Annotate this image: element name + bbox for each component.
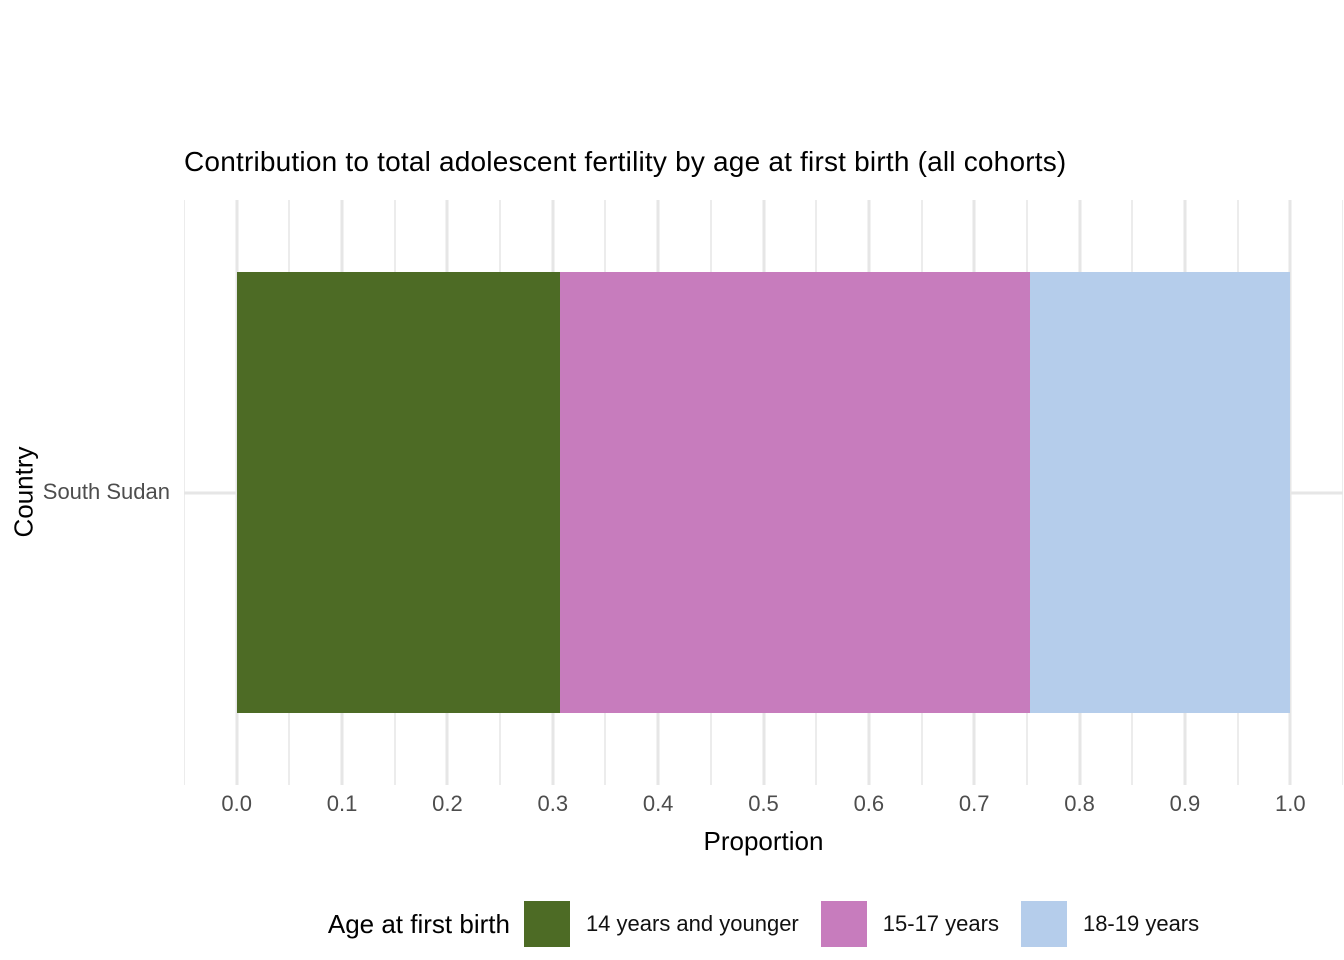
legend-swatch <box>523 901 570 947</box>
legend-item: 18-19 years <box>1020 901 1200 947</box>
x-tick-label: 0.5 <box>748 791 779 816</box>
legend-label: 14 years and younger <box>585 911 799 936</box>
legend-label: 18-19 years <box>1082 911 1200 936</box>
legend-label: 15-17 years <box>882 911 999 936</box>
plot-panel <box>184 200 1343 785</box>
legend: Age at first birth 14 years and younger 1… <box>184 898 1343 950</box>
x-tick-label: 0.0 <box>221 791 252 816</box>
x-axis-title: Proportion <box>703 826 824 856</box>
legend-swatch <box>1020 901 1067 947</box>
stacked-bar <box>236 272 1291 713</box>
x-tick-label: 1.0 <box>1275 791 1306 816</box>
x-tick-label: 0.7 <box>958 791 990 816</box>
x-axis-ticks: 0.0 0.1 0.2 0.3 0.4 0.5 0.6 0.7 0.8 0.9 1.0 <box>184 791 1343 821</box>
bar-segment-15-17-years <box>560 272 1031 713</box>
x-tick-label: 0.8 <box>1064 791 1095 816</box>
bar-segment-18-19-years <box>1030 272 1291 713</box>
legend-title: Age at first birth <box>327 908 510 939</box>
legend-item: 15-17 years <box>820 901 999 947</box>
y-category-label: South Sudan <box>42 479 170 504</box>
x-tick-label: 0.3 <box>537 791 569 816</box>
chart-title: Contribution to total adolescent fertili… <box>184 146 1067 177</box>
legend-swatch <box>820 901 867 947</box>
x-tick-label: 0.6 <box>853 791 885 816</box>
x-tick-label: 0.1 <box>326 791 358 816</box>
x-tick-label: 0.2 <box>432 791 463 816</box>
x-tick-label: 0.4 <box>642 791 674 816</box>
legend-item: 14 years and younger <box>523 901 799 947</box>
x-tick-label: 0.9 <box>1169 791 1201 816</box>
bar-segment-14-years-and-younger <box>236 272 561 713</box>
